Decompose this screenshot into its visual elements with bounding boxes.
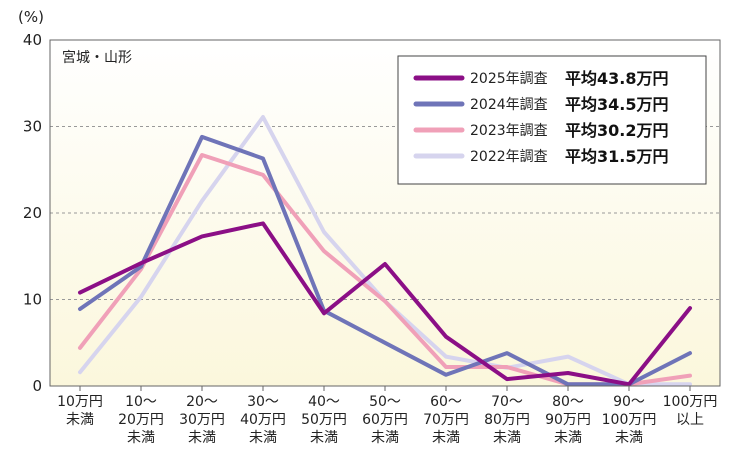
y-axis: 0 10 20 30 40 [23,31,42,395]
x-tick-label-line: 60～ [430,394,462,410]
x-tick-label: 10万円未満 [57,394,103,428]
x-tick-label-line: 以上 [676,412,704,428]
x-tick-label-line: 未満 [66,412,94,428]
x-tick-label-line: 未満 [554,430,582,446]
y-tick-label: 0 [32,377,42,395]
x-tick-label-line: 20～ [186,394,218,410]
y-tick-label: 40 [23,31,42,49]
series-lines [78,115,692,387]
x-tick-label-line: 60万円 [362,412,408,428]
x-tick-label-line: 未満 [371,430,399,446]
x-tick-label-line: 40万円 [240,412,286,428]
x-tick-label: 100万円以上 [663,394,718,428]
x-tick-label: 80～ 90万円未満 [545,394,591,446]
x-tick-label-line: 10～ [125,394,157,410]
x-tick-label-line: 100万円 [602,412,657,428]
y-tick-label: 20 [23,204,42,222]
x-tick-label-line: 40～ [308,394,340,410]
x-tick-label-line: 30～ [247,394,279,410]
x-tick-label-line: 50万円 [301,412,347,428]
x-tick-label-line: 10万円 [57,394,103,410]
region-label: 宮城・山形 [62,50,132,66]
x-tick-label: 60～ 70万円未満 [423,394,469,446]
series-line-2025年調査 [78,221,692,387]
x-tick-label: 50～ 60万円未満 [362,394,408,446]
legend-series-name: 2025年調査 [470,71,548,87]
x-tick-label: 20～ 30万円未満 [179,394,225,446]
x-tick-label-line: 未満 [310,430,338,446]
legend-series-name: 2023年調査 [470,123,548,139]
x-tick-label-line: 50～ [369,394,401,410]
x-tick-label-line: 70～ [491,394,523,410]
legend-average: 平均31.5万円 [565,147,668,166]
x-tick-label-line: 70万円 [423,412,469,428]
legend-average: 平均34.5万円 [565,95,668,114]
x-tick-label-line: 未満 [615,430,643,446]
y-tick-label: 30 [23,118,42,136]
legend-series-name: 2022年調査 [470,149,548,165]
x-tick-label: 40～ 50万円未満 [301,394,347,446]
x-tick-label-line: 20万円 [118,412,164,428]
x-tick-label: 10～ 20万円未満 [118,394,164,446]
series-line-2024年調査 [78,134,692,387]
x-tick-label: 90～ 100万円未満 [602,394,657,446]
y-unit-label: (%) [18,8,44,26]
x-tick-label-line: 100万円 [663,394,718,410]
x-tick-label-line: 30万円 [179,412,225,428]
x-tick-label-line: 未満 [188,430,216,446]
x-tick-label-line: 未満 [127,430,155,446]
legend-average: 平均43.8万円 [565,69,668,88]
x-tick-label-line: 未満 [432,430,460,446]
x-tick-label: 30～ 40万円未満 [240,394,286,446]
x-tick-label-line: 80万円 [484,412,530,428]
x-tick-label-line: 90～ [613,394,645,410]
legend-average: 平均30.2万円 [565,121,668,140]
y-tick-label: 10 [23,291,42,309]
x-tick-label-line: 90万円 [545,412,591,428]
legend-series-name: 2024年調査 [470,97,548,113]
x-tick-label-line: 未満 [249,430,277,446]
x-tick-label-line: 80～ [552,394,584,410]
x-tick-label-line: 未満 [493,430,521,446]
x-tick-label: 70～ 80万円未満 [484,394,530,446]
